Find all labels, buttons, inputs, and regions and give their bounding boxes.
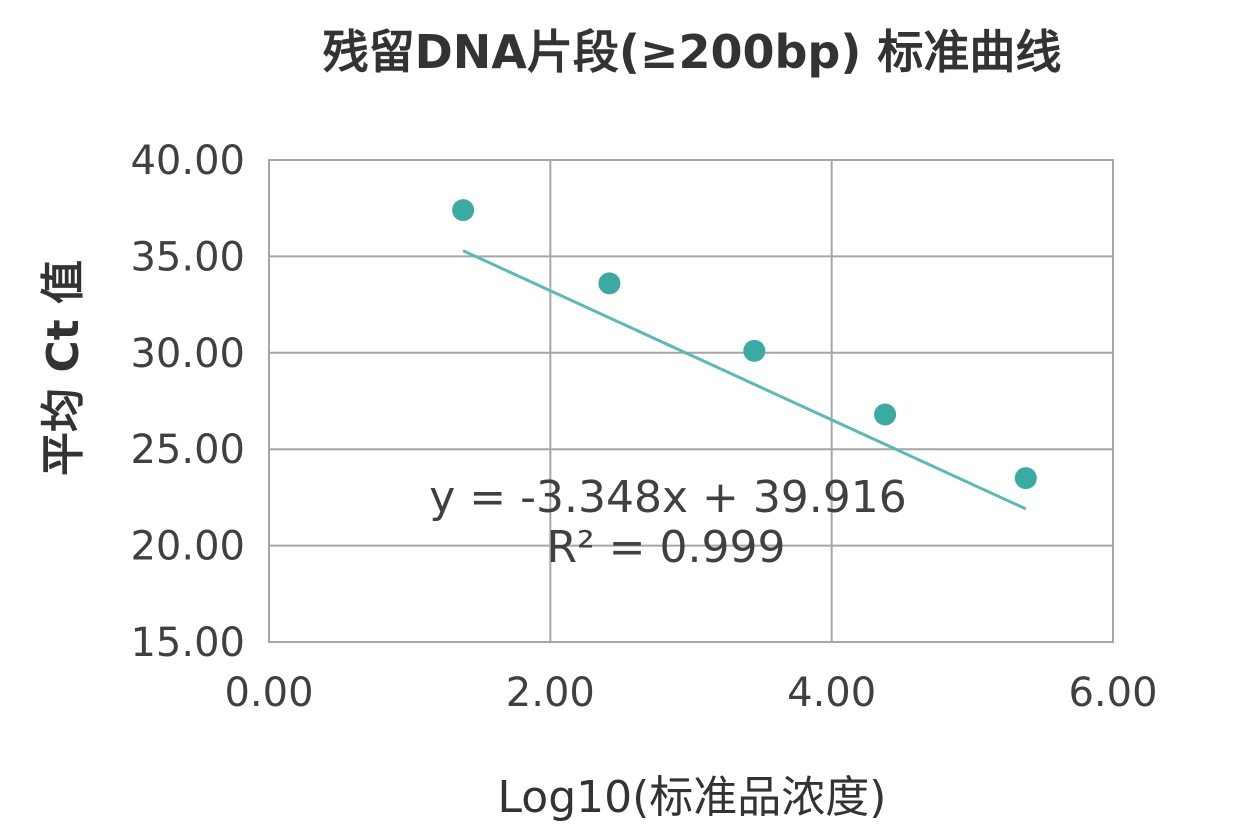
y-tick-label: 15.00 — [130, 620, 245, 666]
r-squared-label: R² = 0.999 — [546, 522, 785, 573]
plot-area-frame — [268, 159, 1114, 643]
data-point — [874, 403, 897, 426]
x-tick-label: 2.00 — [506, 670, 595, 716]
y-tick-labels: 15.00 20.00 25.00 30.00 35.00 40.00 — [130, 138, 245, 666]
data-point — [452, 199, 475, 222]
y-tick-label: 25.00 — [130, 427, 245, 473]
data-point — [1014, 467, 1037, 490]
chart-title: 残留DNA片段(≥200bp) 标准曲线 — [323, 25, 1062, 79]
data-point — [743, 339, 766, 362]
y-axis-label: 平均 Ct 值 — [38, 260, 89, 476]
x-tick-label: 4.00 — [787, 670, 876, 716]
y-tick-label: 20.00 — [130, 524, 245, 570]
y-tick-label: 30.00 — [130, 331, 245, 377]
y-tick-label: 35.00 — [130, 234, 245, 280]
data-point — [598, 272, 621, 295]
y-tick-label: 40.00 — [130, 138, 245, 184]
x-tick-labels: 0.00 2.00 4.00 6.00 — [224, 670, 1157, 716]
trendline-equation: y = -3.348x + 39.916 — [429, 472, 907, 523]
data-points — [452, 199, 1037, 490]
trendline-segment — [462, 249, 1027, 511]
x-tick-label: 0.00 — [224, 670, 313, 716]
x-axis-label: Log10(标准品浓度) — [498, 772, 887, 823]
trendline — [462, 249, 1027, 511]
x-tick-label: 6.00 — [1068, 670, 1157, 716]
